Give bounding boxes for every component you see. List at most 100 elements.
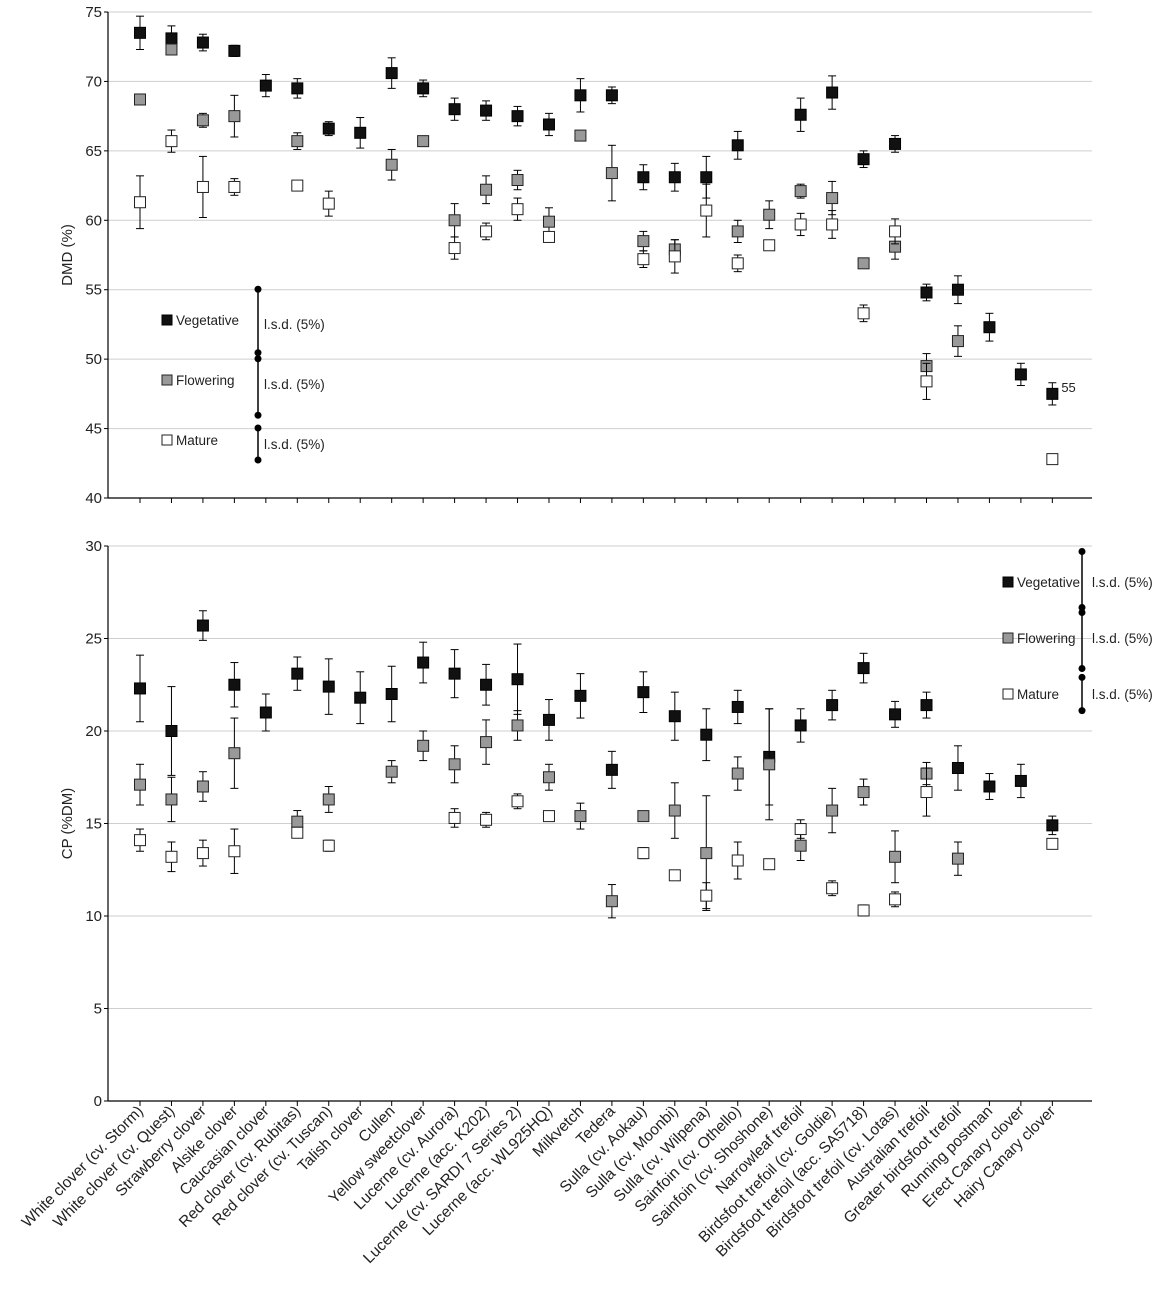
data-point-vegetative [259,79,272,92]
data-point-mature [889,893,902,906]
series-mature [134,767,1059,917]
data-point-mature [134,834,146,847]
data-point-mature [920,375,933,388]
lsd-label: l.s.d. (5%) [264,437,325,452]
data-point-flowering [448,758,461,771]
data-point-vegetative [448,667,461,680]
data-point-flowering [731,767,744,780]
data-point-mature [1046,453,1059,466]
data-point-vegetative [700,728,713,741]
data-point-flowering [511,174,524,187]
legend: Vegetative l.s.d. (5%) Flowering l.s.d. (5%… [161,285,325,464]
series-vegetative [134,15,1059,406]
data-point-mature [668,869,681,882]
data-point-mature [196,847,209,860]
lsd-bar-end [254,349,262,357]
data-point-flowering [857,257,870,270]
data-point-vegetative [354,126,367,139]
data-point-vegetative [480,678,493,691]
data-point-vegetative [134,26,146,39]
data-point-flowering [668,804,681,817]
data-point-flowering [134,778,146,791]
data-point-vegetative [826,86,839,99]
legend-swatch-flowering [161,374,173,386]
data-point-vegetative [951,283,964,296]
data-point-vegetative [228,678,241,691]
data-point-mature [637,847,650,860]
data-point-mature [480,813,493,826]
data-point-flowering [385,765,398,778]
data-point-vegetative [605,89,618,102]
data-point-flowering [731,225,744,238]
lsd-bar-end [1078,665,1086,673]
data-point-mature [511,203,524,216]
data-point-vegetative [1046,819,1059,832]
y-axis-title: DMD (%) [59,224,76,286]
data-point-flowering [826,804,839,817]
data-point-flowering [291,135,304,148]
data-point-flowering [763,208,776,221]
data-point-flowering [574,129,587,142]
data-point-flowering [165,793,178,806]
data-point-flowering [951,335,964,348]
data-point-flowering [542,215,555,228]
data-point-flowering [385,158,398,171]
lsd-bar-end [254,285,262,293]
data-point-vegetative [165,725,178,737]
legend-label-vegetative: Vegetative [1017,575,1080,590]
data-point-vegetative [542,713,555,726]
data-point-vegetative [385,688,398,700]
data-point-mature [448,242,461,255]
data-point-flowering [448,214,461,227]
data-point-flowering [228,747,241,760]
data-point-vegetative [417,82,430,95]
data-point-vegetative [574,689,587,702]
data-point-mature [763,858,776,871]
data-point-mature [228,180,241,193]
data-point-mature [857,307,870,320]
y-tick-label: 0 [94,1093,102,1110]
data-point-mature [826,882,839,895]
data-point-mature [480,225,493,238]
data-point-vegetative [857,153,870,166]
data-point-vegetative [920,286,933,299]
data-point-vegetative [637,171,650,184]
data-point-mature [920,786,933,799]
data-point-mature [889,225,902,238]
data-point-flowering [511,719,524,732]
data-point-vegetative [228,44,241,57]
data-point-vegetative [417,656,430,669]
data-point-flowering [542,771,555,784]
legend-swatch-mature [1002,688,1014,700]
data-point-vegetative [259,706,272,719]
lsd-bar-end [1078,603,1086,611]
data-point-flowering [165,43,178,56]
lsd-label: l.s.d. (5%) [264,317,325,332]
y-tick-label: 65 [85,143,102,160]
data-point-vegetative [196,36,209,49]
data-point-mature [700,889,713,902]
data-point-vegetative [889,708,902,721]
data-point-flowering [322,793,335,806]
y-tick-label: 70 [85,73,102,90]
panel-dmd: 40 45 50 55 60 65 70 75 DMD (%) 55 Vegetative l.s.d… [59,4,1092,507]
data-point-vegetative [794,108,807,121]
data-point-vegetative [322,122,335,135]
data-point-vegetative [920,699,933,712]
legend-label-flowering: Flowering [1017,631,1076,646]
data-point-vegetative [511,673,524,686]
lsd-label: l.s.d. (5%) [1092,631,1153,646]
data-point-vegetative [511,110,524,123]
data-point-vegetative [1014,368,1027,381]
data-point-mature [542,810,555,823]
data-point-mature [731,257,744,270]
data-point-vegetative [700,171,713,184]
data-point-mature [448,811,461,824]
data-point-vegetative [1014,774,1027,787]
data-point-vegetative [291,82,304,95]
data-point-mature [165,850,178,863]
legend-swatch-flowering [1002,632,1014,644]
data-point-vegetative [385,67,398,80]
legend-label-flowering: Flowering [176,373,235,388]
data-point-mature [228,845,241,858]
